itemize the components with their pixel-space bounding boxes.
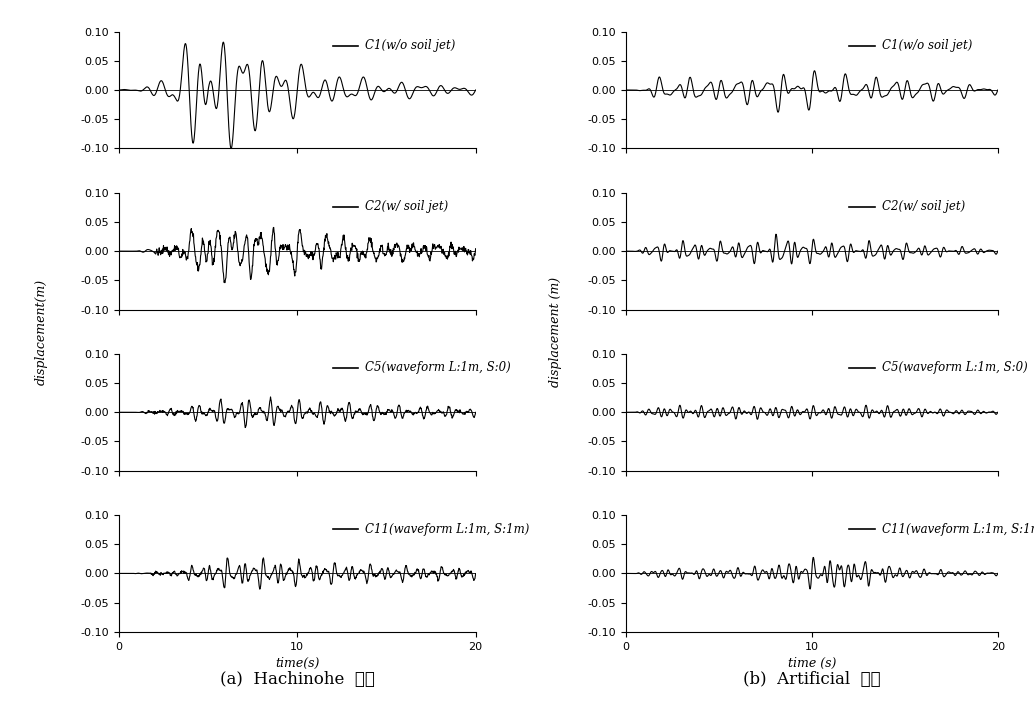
Text: C11(waveform L:1m, S:1m): C11(waveform L:1m, S:1m) (882, 522, 1034, 536)
Text: C11(waveform L:1m, S:1m): C11(waveform L:1m, S:1m) (365, 522, 529, 536)
X-axis label: time (s): time (s) (788, 657, 835, 670)
Text: (b)  Artificial  지진: (b) Artificial 지진 (742, 671, 881, 688)
Text: (a)  Hachinohe  지진: (a) Hachinohe 지진 (220, 671, 374, 688)
Text: displacement (m): displacement (m) (549, 277, 561, 387)
Text: C5(waveform L:1m, S:0): C5(waveform L:1m, S:0) (882, 362, 1028, 374)
Text: C2(w/ soil jet): C2(w/ soil jet) (365, 200, 449, 213)
Text: C5(waveform L:1m, S:0): C5(waveform L:1m, S:0) (365, 362, 511, 374)
Text: C1(w/o soil jet): C1(w/o soil jet) (882, 39, 973, 52)
Text: C2(w/ soil jet): C2(w/ soil jet) (882, 200, 966, 213)
Text: C1(w/o soil jet): C1(w/o soil jet) (365, 39, 455, 52)
X-axis label: time(s): time(s) (275, 657, 320, 670)
Text: displacement(m): displacement(m) (35, 279, 48, 385)
